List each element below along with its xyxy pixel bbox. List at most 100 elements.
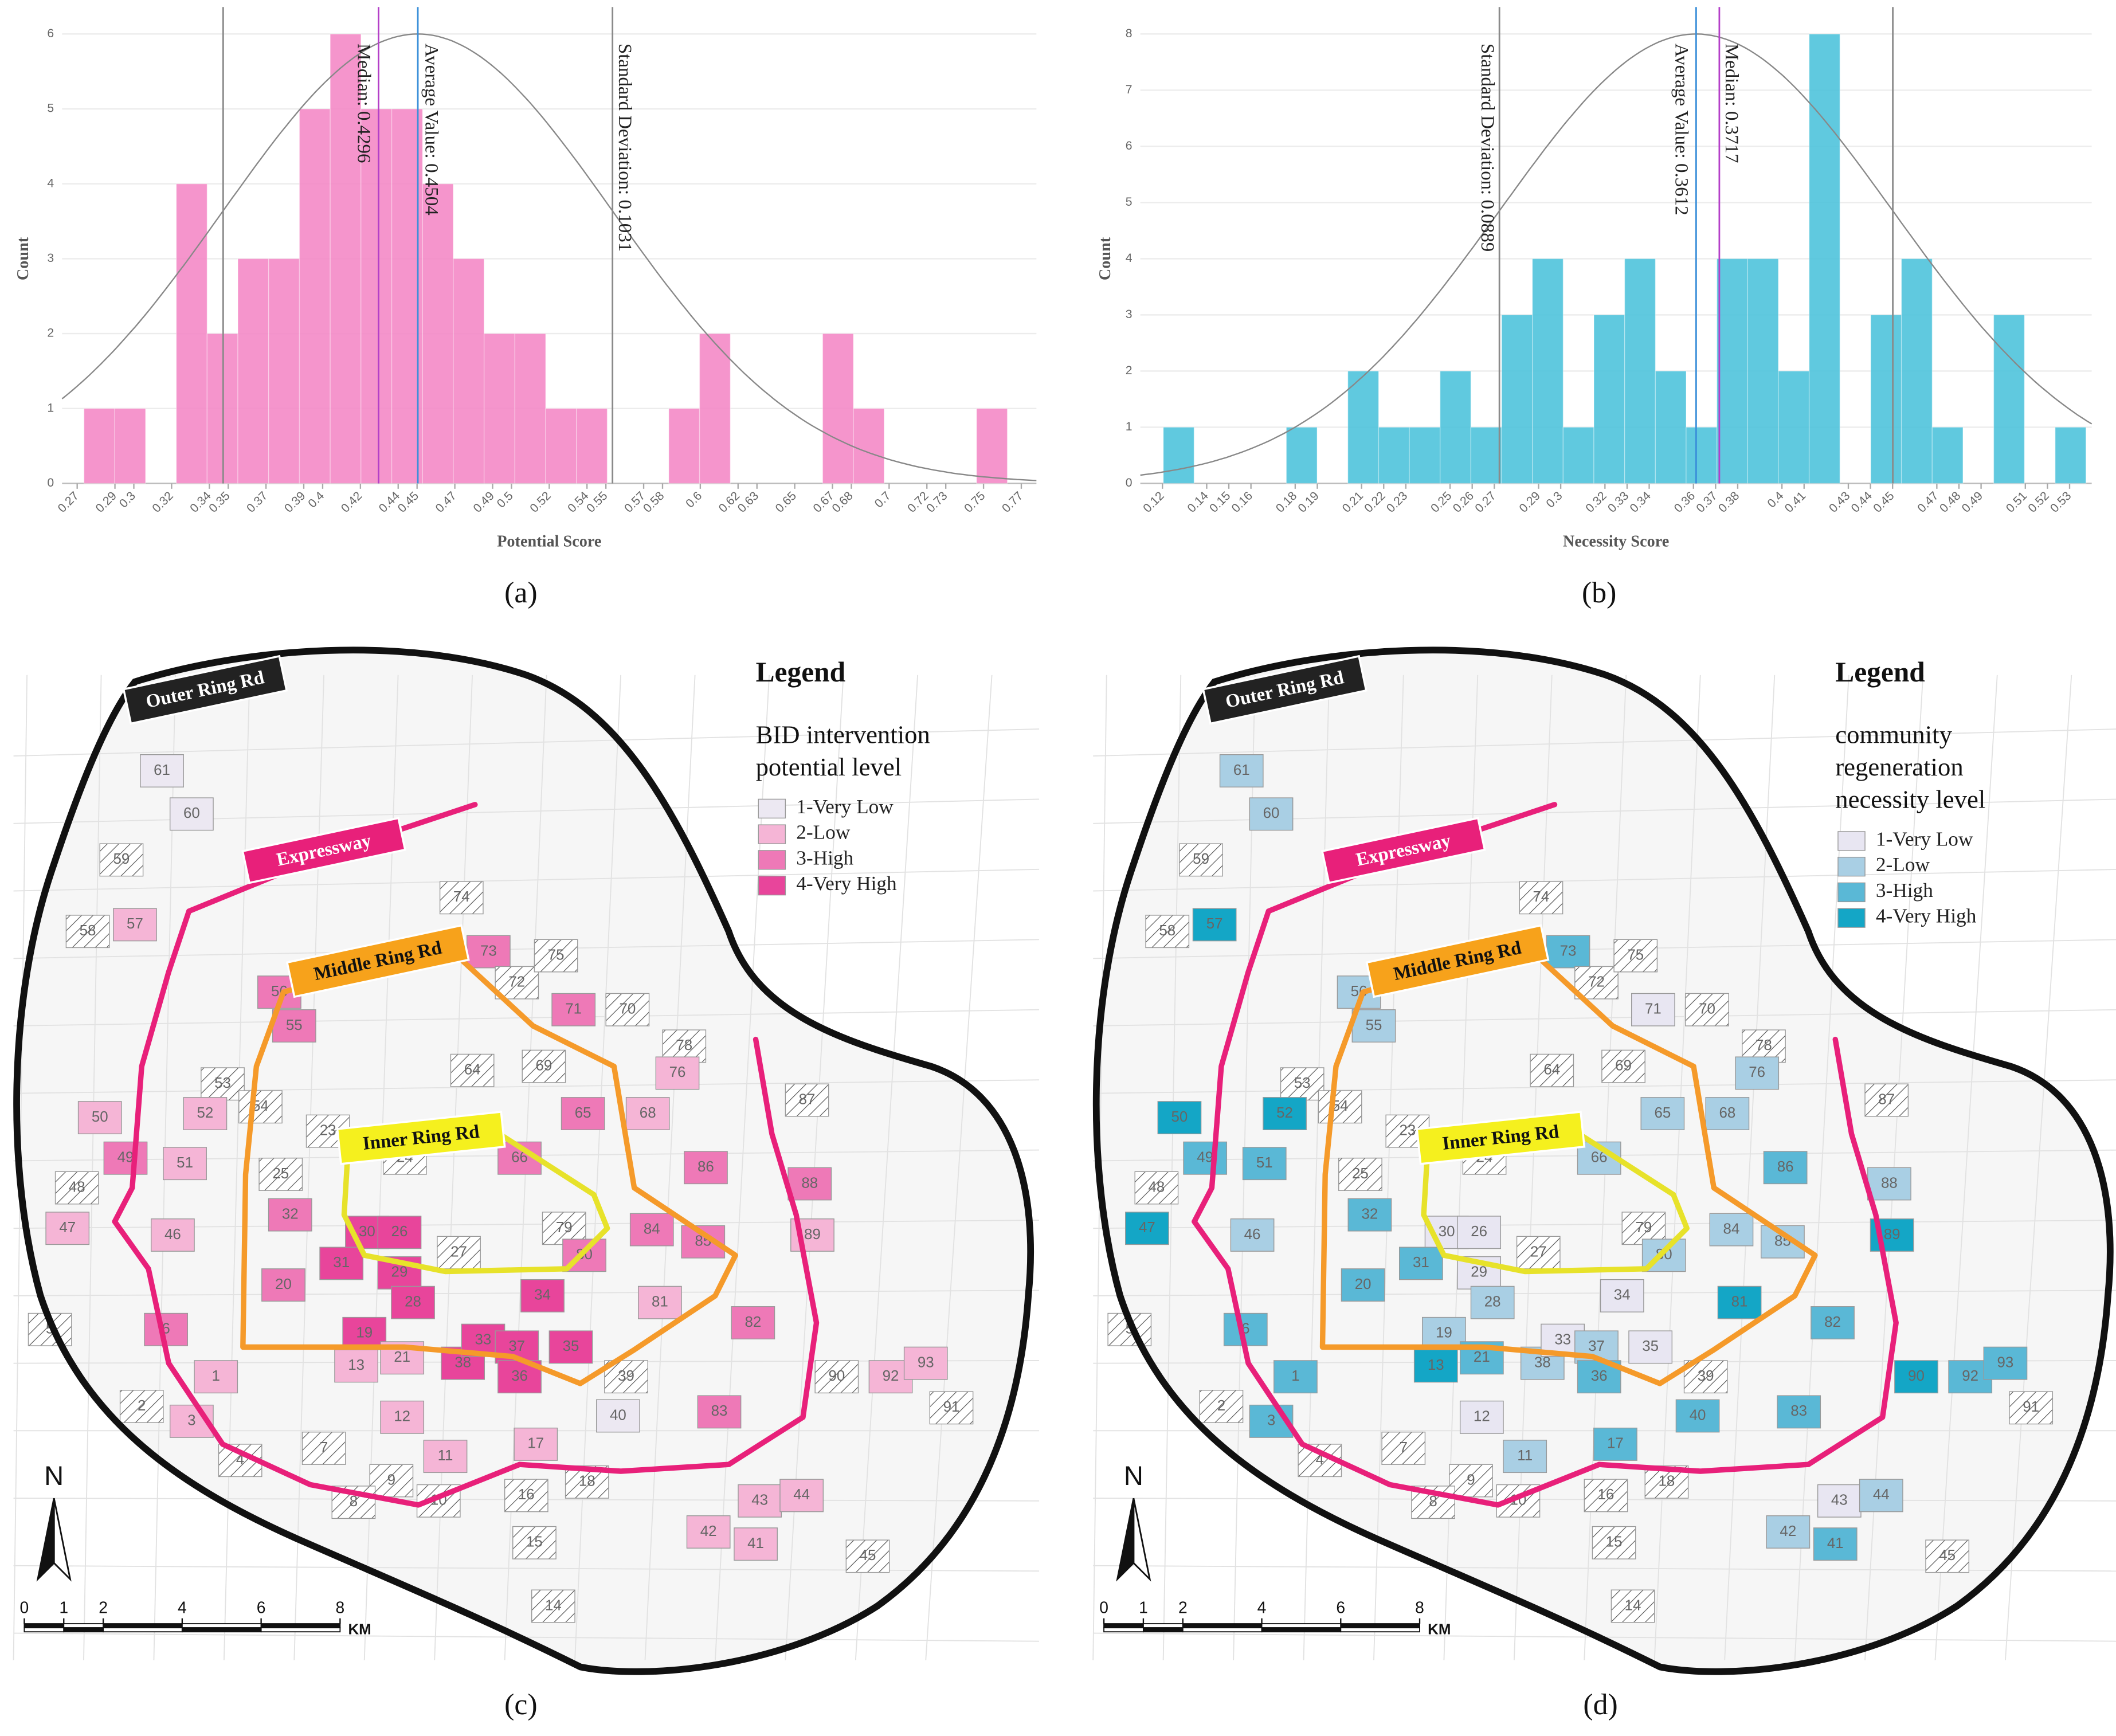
road-label-box [336, 1111, 506, 1165]
district-label: 48 [1148, 1179, 1165, 1195]
outer-ring [1092, 646, 2114, 1675]
district-label: 11 [1517, 1448, 1533, 1464]
district-label: 12 [1474, 1409, 1490, 1425]
district-label: 32 [1362, 1206, 1378, 1222]
district-label: 40 [610, 1407, 626, 1423]
district-label: 60 [1263, 805, 1280, 821]
bar [268, 258, 300, 484]
district-label: 68 [1719, 1105, 1735, 1121]
legend-item: 4-Very High [1876, 905, 1977, 927]
scale-label: 1 [1139, 1598, 1148, 1617]
district-label: 27 [1530, 1244, 1547, 1260]
x-tick-label: 0.12 [1141, 489, 1166, 515]
x-tick-label: 0.22 [1362, 489, 1388, 515]
bar [1655, 370, 1687, 484]
district [845, 1539, 890, 1573]
district [103, 1141, 148, 1175]
y-tick-label: 1 [1126, 420, 1133, 433]
bar [1778, 370, 1810, 484]
district-label: 51 [177, 1155, 193, 1171]
district-label: 35 [563, 1338, 579, 1354]
bar [175, 183, 208, 484]
district [377, 1216, 422, 1249]
scale-segment [1142, 1627, 1184, 1633]
district [1766, 1515, 1811, 1549]
district-label: 88 [801, 1175, 818, 1191]
x-tick-label: 0.26 [1451, 489, 1476, 515]
district [1859, 1479, 1903, 1512]
street [83, 675, 102, 1660]
district [1242, 1147, 1287, 1181]
street [855, 675, 919, 1660]
bar [699, 333, 731, 484]
district [319, 1247, 364, 1280]
x-tick-label: 0.75 [962, 489, 988, 515]
x-axis-label: Potential Score [497, 533, 601, 551]
district-label: 32 [282, 1206, 299, 1222]
x-tick-label: 0.3 [1544, 489, 1565, 511]
normal-curve [61, 33, 1037, 481]
middle-ring [240, 942, 738, 1386]
scale-segment [23, 1627, 65, 1633]
district-label: 74 [1533, 889, 1550, 905]
bar [2055, 426, 2087, 484]
district [99, 843, 144, 877]
road-label-box [122, 655, 288, 725]
legend-swatch [1837, 856, 1866, 877]
district-label: 43 [751, 1492, 768, 1508]
district-label: 52 [197, 1105, 213, 1121]
district [1530, 1053, 1574, 1087]
road-label-box [285, 924, 470, 998]
district-label: 50 [1171, 1109, 1188, 1125]
street [1093, 1079, 2116, 1094]
district-label: 2 [138, 1398, 146, 1414]
x-tick-label: 0.14 [1185, 489, 1212, 515]
scale-segment [1142, 1623, 1184, 1629]
x-tick-label: 0.36 [1672, 489, 1698, 515]
district-label: 18 [579, 1474, 595, 1490]
road-label: Inner Ring Rd [1416, 1111, 1586, 1165]
bar [1531, 258, 1564, 484]
district [1640, 1097, 1685, 1130]
district-label: 45 [1939, 1547, 1956, 1563]
district-label: 41 [747, 1535, 764, 1551]
district-label: 48 [69, 1179, 85, 1195]
district-label: 28 [405, 1294, 421, 1310]
x-tick-label: 0.34 [1628, 489, 1654, 515]
street [1303, 675, 1330, 1660]
district [1341, 1268, 1385, 1302]
road-label: Middle Ring Rd [285, 924, 470, 998]
district-label: 13 [348, 1357, 365, 1373]
district-label: 75 [548, 947, 565, 963]
district-label: 90 [828, 1368, 845, 1384]
district [1574, 966, 1619, 1000]
x-tick-label: 0.55 [584, 489, 610, 515]
scale-label: 0 [20, 1598, 29, 1617]
district-label: 81 [1731, 1294, 1748, 1310]
y-tick-label: 5 [47, 102, 54, 115]
x-tick-label: 0.33 [1605, 489, 1631, 515]
district [638, 1286, 682, 1319]
x-tick-label: 0.39 [282, 489, 308, 515]
bar [1993, 314, 2025, 484]
district-label: 1 [1291, 1368, 1299, 1384]
x-tick-label: 0.51 [2004, 489, 2029, 515]
district [734, 1527, 778, 1561]
district-label: 46 [164, 1226, 181, 1243]
district [1735, 1056, 1780, 1090]
district-label: 70 [1699, 1001, 1715, 1017]
district [194, 1360, 238, 1394]
legend-item: 2-Low [1876, 853, 1930, 876]
district [1219, 754, 1264, 787]
y-tick-label: 0 [47, 476, 54, 489]
district-label: 59 [113, 851, 130, 867]
legend-swatch [1837, 908, 1866, 928]
district-label: 45 [860, 1547, 876, 1563]
district-label: 27 [450, 1244, 467, 1260]
scale-unit: KM [348, 1622, 371, 1638]
district-label: 49 [1197, 1150, 1213, 1166]
district [1399, 1247, 1443, 1280]
scale-segment [181, 1623, 262, 1629]
